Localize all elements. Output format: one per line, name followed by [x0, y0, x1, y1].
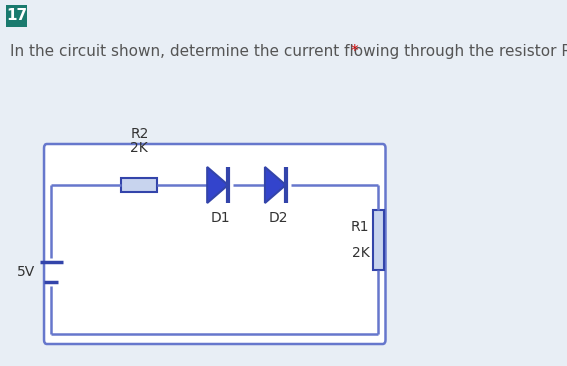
Text: 2K: 2K: [130, 141, 148, 155]
Text: R2: R2: [130, 127, 149, 141]
Text: R1: R1: [351, 220, 370, 234]
Bar: [373, 210, 384, 270]
Text: 5V: 5V: [17, 265, 35, 279]
FancyBboxPatch shape: [6, 5, 27, 27]
Polygon shape: [265, 167, 286, 203]
Text: *: *: [351, 44, 358, 59]
Text: 17: 17: [6, 8, 27, 23]
Text: D1: D1: [210, 211, 230, 225]
Bar: [121, 178, 158, 192]
Text: 2K: 2K: [352, 246, 370, 260]
Polygon shape: [207, 167, 228, 203]
FancyBboxPatch shape: [44, 144, 386, 344]
Text: D2: D2: [268, 211, 287, 225]
Text: In the circuit shown, determine the current flowing through the resistor R1.: In the circuit shown, determine the curr…: [10, 44, 567, 59]
